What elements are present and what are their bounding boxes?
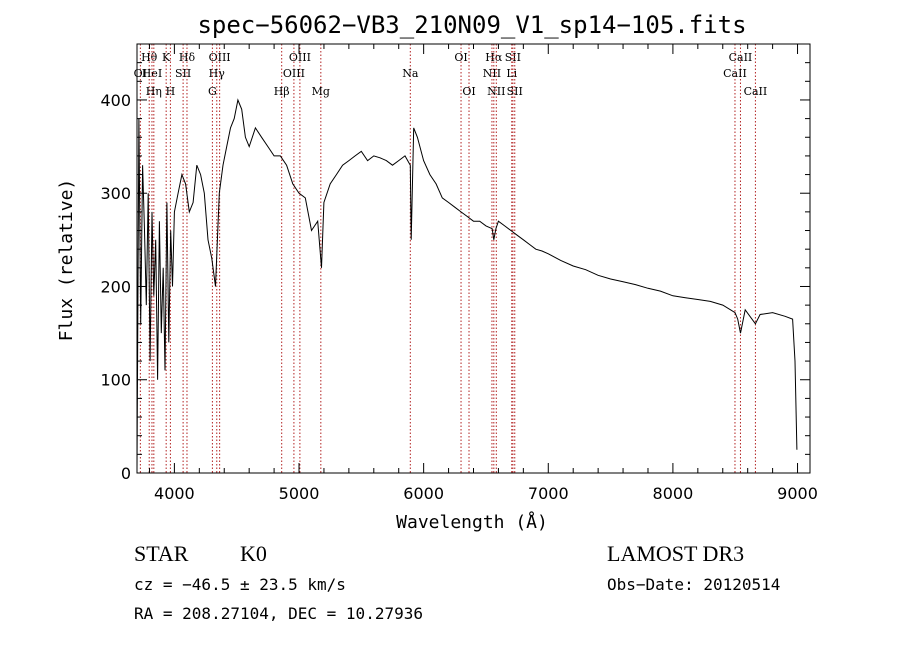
obs-date-text: Obs−Date: 20120514	[607, 575, 780, 594]
marker-label-13: OⅠⅠⅠ	[283, 67, 305, 80]
marker-label-6: Hδ	[179, 51, 196, 64]
y-tick-label-300: 300	[100, 184, 131, 203]
plot-frame	[136, 43, 811, 474]
marker-label-25: CaⅠⅠ	[723, 67, 747, 80]
marker-label-11: Hβ	[274, 85, 290, 98]
spectrum-line	[136, 98, 798, 469]
x-tick-label-8000: 8000	[653, 484, 694, 503]
x-axis-label: Wavelength (Å)	[396, 511, 548, 533]
marker-label-20: NⅠⅠ	[487, 85, 505, 98]
x-tick-label-6000: 6000	[403, 484, 444, 503]
marker-label-3: Hη	[146, 85, 162, 98]
marker-label-17: OⅠ	[462, 85, 475, 98]
marker-label-24: CaⅠⅠ	[729, 51, 753, 64]
y-axis: 0 100 200 300 400	[100, 62, 810, 483]
marker-label-9: Hγ	[209, 67, 226, 80]
redshift-text: cz = −46.5 ± 23.5 km/s	[134, 575, 346, 594]
x-tick-label-9000: 9000	[777, 484, 818, 503]
marker-label-16: OⅠ	[454, 51, 467, 64]
y-tick-label-200: 200	[100, 277, 131, 296]
x-axis: 4000 5000 6000 7000 8000 9000	[148, 44, 818, 503]
marker-label-2: HeⅠ	[142, 67, 162, 80]
marker-label-15: Na	[402, 67, 419, 80]
object-subclass: K0	[240, 541, 267, 566]
marker-label-8: OⅠⅠⅠ	[209, 51, 231, 64]
y-tick-label-0: 0	[121, 464, 131, 483]
marker-label-21: SⅠⅠ	[505, 51, 521, 64]
marker-label-5: H	[166, 85, 176, 98]
y-tick-label-100: 100	[100, 371, 131, 390]
marker-label-4: K	[162, 51, 171, 64]
coordinates-text: RA = 208.27104, DEC = 10.27936	[134, 604, 423, 623]
object-class: STAR	[134, 541, 189, 566]
x-tick-label-4000: 4000	[154, 484, 195, 503]
x-tick-label-7000: 7000	[528, 484, 569, 503]
marker-label-14: Mg	[312, 85, 330, 98]
marker-label-26: CaⅠⅠ	[744, 85, 768, 98]
chart-title: spec−56062−VB3_210N09_V1_sp14−105.fits	[197, 11, 746, 39]
marker-label-18: Hα	[485, 51, 503, 64]
marker-label-22: Li	[506, 67, 517, 80]
marker-label-7: SⅠⅠ	[175, 67, 191, 80]
x-tick-label-5000: 5000	[279, 484, 320, 503]
y-tick-label-400: 400	[100, 91, 131, 110]
marker-label-19: NⅠⅠ	[483, 67, 501, 80]
survey-name: LAMOST DR3	[607, 541, 744, 566]
marker-label-23: SⅠⅠ	[507, 85, 523, 98]
marker-label-10: G	[208, 85, 217, 98]
marker-label-12: OⅠⅠⅠ	[289, 51, 311, 64]
y-axis-label: Flux (relative)	[56, 179, 77, 342]
marker-label-1: Hθ	[141, 51, 158, 64]
